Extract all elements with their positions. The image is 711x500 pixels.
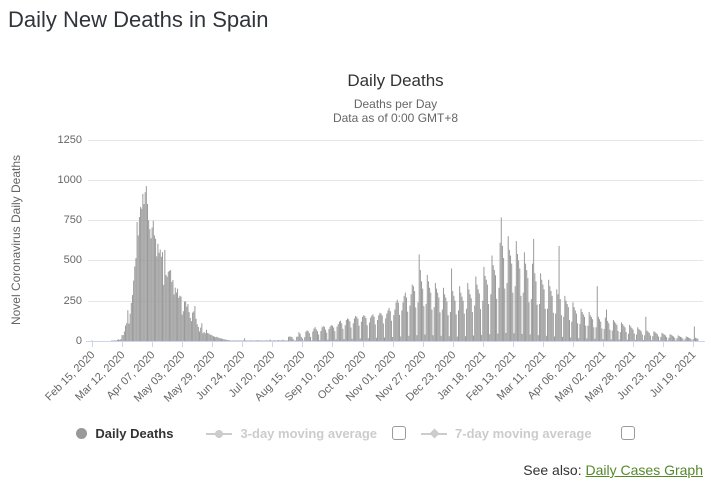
see-also-text: See also:: [523, 462, 582, 478]
chart-subtitle: Deaths per Day: [353, 97, 438, 111]
page-title: Daily New Deaths in Spain: [8, 7, 269, 32]
y-tick-label: 750: [63, 214, 82, 227]
see-also: See also: Daily Cases Graph: [523, 462, 703, 478]
7day-average-marker-icon: [421, 428, 448, 439]
x-tick-mark: [362, 342, 364, 347]
7day-average-checkbox[interactable]: [620, 426, 635, 440]
legend-item-3day-average[interactable]: 3-day moving average: [206, 426, 377, 441]
3day-average-legend-label: 3-day moving average: [240, 425, 378, 441]
x-tick-mark: [693, 342, 695, 347]
x-tick-mark: [392, 342, 394, 347]
legend-item-daily-deaths[interactable]: Daily Deaths: [76, 426, 173, 441]
gridline: [88, 260, 703, 262]
x-tick-mark: [512, 342, 514, 347]
x-axis-line: [86, 341, 705, 342]
x-tick-mark: [332, 342, 334, 347]
x-tick-mark: [572, 342, 574, 347]
3day-average-checkbox[interactable]: [392, 426, 407, 440]
x-tick-mark: [633, 342, 635, 347]
x-tick-mark: [603, 342, 605, 347]
daily-deaths-legend-label: Daily Deaths: [95, 425, 174, 441]
x-tick-mark: [452, 342, 454, 347]
x-tick-mark: [182, 342, 184, 347]
x-tick-mark: [152, 342, 154, 347]
daily-deaths-bars[interactable]: [0, 0, 711, 360]
x-tick-mark: [122, 342, 124, 347]
x-tick-mark: [242, 342, 244, 347]
y-tick-label: 500: [63, 254, 82, 267]
gridline: [88, 220, 703, 222]
gridline: [88, 139, 703, 141]
x-tick-mark: [92, 342, 93, 347]
x-tick-mark: [302, 342, 304, 347]
bar-series[interactable]: [91, 186, 699, 341]
x-tick-mark: [212, 342, 214, 347]
daily-cases-graph-link[interactable]: Daily Cases Graph: [585, 462, 704, 478]
chart-title: Daily Deaths: [347, 71, 444, 90]
x-tick-mark: [542, 342, 544, 347]
3day-average-marker-icon: [206, 428, 233, 439]
x-tick-mark: [422, 342, 424, 347]
y-tick-label: 1250: [57, 133, 82, 146]
y-tick-label: 250: [63, 294, 82, 307]
y-tick-label: 0: [75, 335, 82, 347]
gridline: [88, 300, 703, 302]
daily-deaths-marker-icon: [76, 427, 88, 439]
x-tick-mark: [272, 342, 274, 347]
legend: Daily Deaths 3-day moving average 7-day …: [0, 423, 711, 443]
y-tick-label: 1000: [57, 173, 82, 186]
x-tick-mark: [482, 342, 484, 347]
chart-data-as-of-note: Data as of 0:00 GMT+8: [332, 111, 459, 125]
gridline: [88, 179, 703, 181]
7day-average-legend-label: 7-day moving average: [455, 425, 592, 441]
legend-item-7day-average[interactable]: 7-day moving average: [421, 426, 592, 441]
x-tick-mark: [663, 342, 665, 347]
